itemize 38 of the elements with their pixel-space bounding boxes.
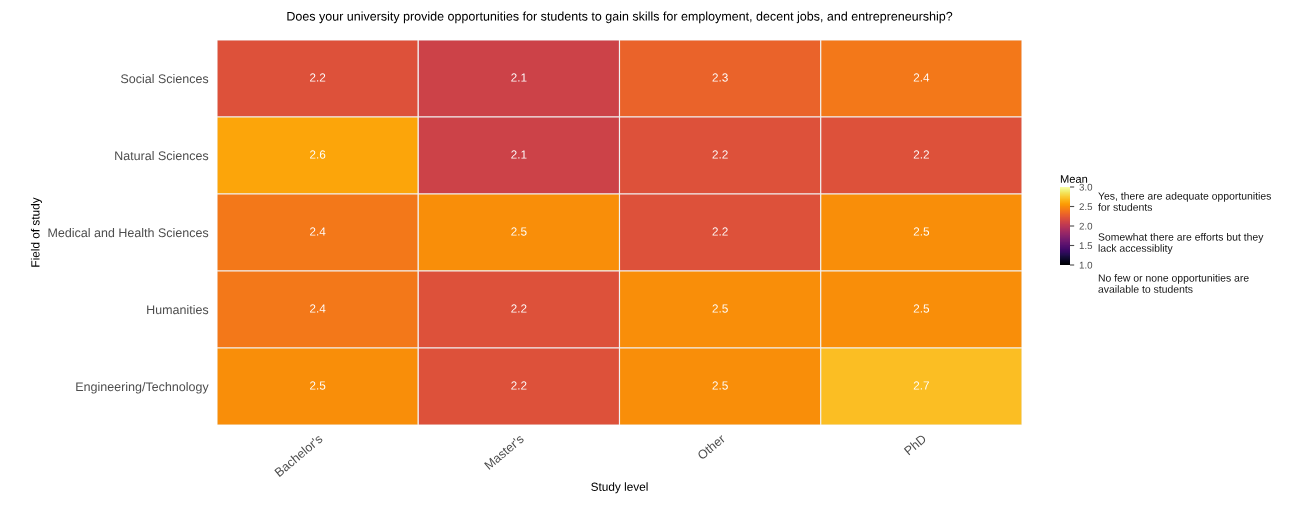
color-bar-label: 1.0 — [1079, 261, 1093, 269]
data-label: 2.5 — [310, 381, 326, 390]
chart-title: Does your university provide opportunities for students to gain skills for employment, decent jobs, and entrepreneurship? — [287, 11, 953, 24]
color-bar-label: 1.5 — [1079, 242, 1093, 250]
data-label: 2.6 — [310, 150, 326, 159]
data-label: 2.4 — [310, 227, 326, 236]
data-label: 2.5 — [511, 227, 527, 236]
text: Somewhat there are efforts but they lack accessiblity — [1098, 233, 1264, 254]
data-label: 2.2 — [511, 304, 527, 313]
data-label: 2.5 — [712, 304, 728, 313]
data-label: 2.4 — [310, 304, 326, 313]
data-label: 2.2 — [712, 150, 728, 159]
data-label: 2.5 — [913, 304, 930, 313]
data-label: 2.7 — [913, 381, 929, 390]
color-bar-label: 2.0 — [1079, 222, 1093, 230]
data-label: 2.1 — [511, 73, 527, 82]
color-bar-label: 2.5 — [1079, 203, 1093, 211]
y-tick-label: Medical and Health Sciences — [48, 227, 209, 238]
y-axis-title: Field of study — [30, 197, 42, 267]
data-label: 2.5 — [913, 227, 930, 236]
color-bar-title: Mean — [1060, 175, 1088, 183]
y-tick-label: Engineering/Technology — [76, 381, 209, 394]
x-tick-label: PhD — [903, 433, 927, 456]
text: Yes, there are adequate opportunities for students — [1098, 192, 1271, 211]
x-axis-title: Study level — [591, 482, 648, 494]
y-tick-label: Humanities — [147, 304, 209, 315]
color-bar-label: 3.0 — [1079, 183, 1093, 191]
text: No few or none opportunities are available to students — [1098, 274, 1249, 293]
data-label: 2.2 — [913, 150, 929, 159]
y-tick-label: Natural Sciences — [115, 150, 209, 161]
data-label: 2.1 — [511, 150, 527, 159]
data-label: 2.2 — [310, 73, 326, 82]
data-label: 2.3 — [712, 73, 728, 82]
data-label: 2.4 — [913, 73, 930, 82]
data-label: 2.2 — [511, 381, 527, 390]
y-tick-label: Social Sciences — [121, 73, 209, 84]
data-label: 2.5 — [712, 381, 728, 390]
data-label: 2.2 — [712, 227, 728, 236]
